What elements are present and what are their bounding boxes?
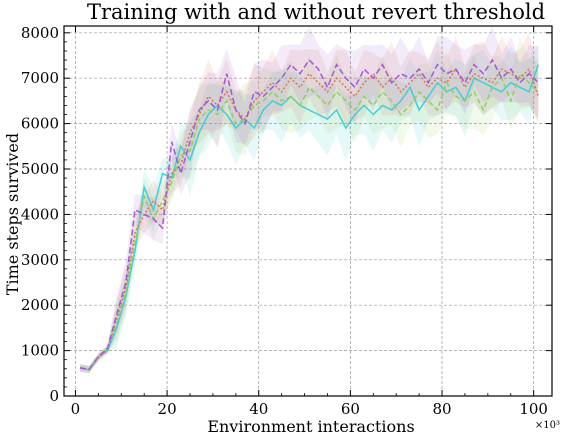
x-tick-label: 100	[519, 400, 548, 418]
chart-title: Training with and without revert thresho…	[87, 0, 545, 24]
x-axis-label: Environment interactions	[207, 417, 414, 436]
x-tick-label: 40	[249, 400, 268, 418]
y-tick-label: 3000	[21, 251, 59, 269]
x-tick-label: 80	[432, 400, 451, 418]
x-tick-label: 20	[158, 400, 177, 418]
tick-labels: 0 20 40 60 80 1000100020003000400050006000700…	[21, 24, 548, 418]
y-tick-label: 6000	[21, 115, 59, 133]
y-axis-label: Time steps survived	[3, 133, 22, 295]
y-tick-label: 4000	[21, 205, 59, 223]
series-line	[79, 67, 540, 371]
y-tick-label: 5000	[21, 160, 59, 178]
y-tick-label: 0	[49, 387, 59, 405]
axis-ticks	[64, 26, 552, 397]
y-tick-label: 2000	[21, 296, 59, 314]
series-band	[80, 32, 539, 374]
series-band	[80, 26, 539, 373]
series-line	[79, 72, 539, 371]
series-band	[80, 36, 539, 374]
y-tick-label: 7000	[21, 69, 59, 87]
series-line	[79, 58, 539, 371]
x-axis-multiplier: ×10³	[535, 420, 560, 431]
y-tick-label: 1000	[21, 342, 59, 360]
y-tick-label: 8000	[21, 24, 59, 42]
x-tick-label: 60	[341, 400, 360, 418]
series-line	[79, 64, 540, 371]
plot-frame	[63, 25, 553, 397]
series-lines	[79, 58, 540, 371]
x-tick-label: 0	[71, 400, 81, 418]
